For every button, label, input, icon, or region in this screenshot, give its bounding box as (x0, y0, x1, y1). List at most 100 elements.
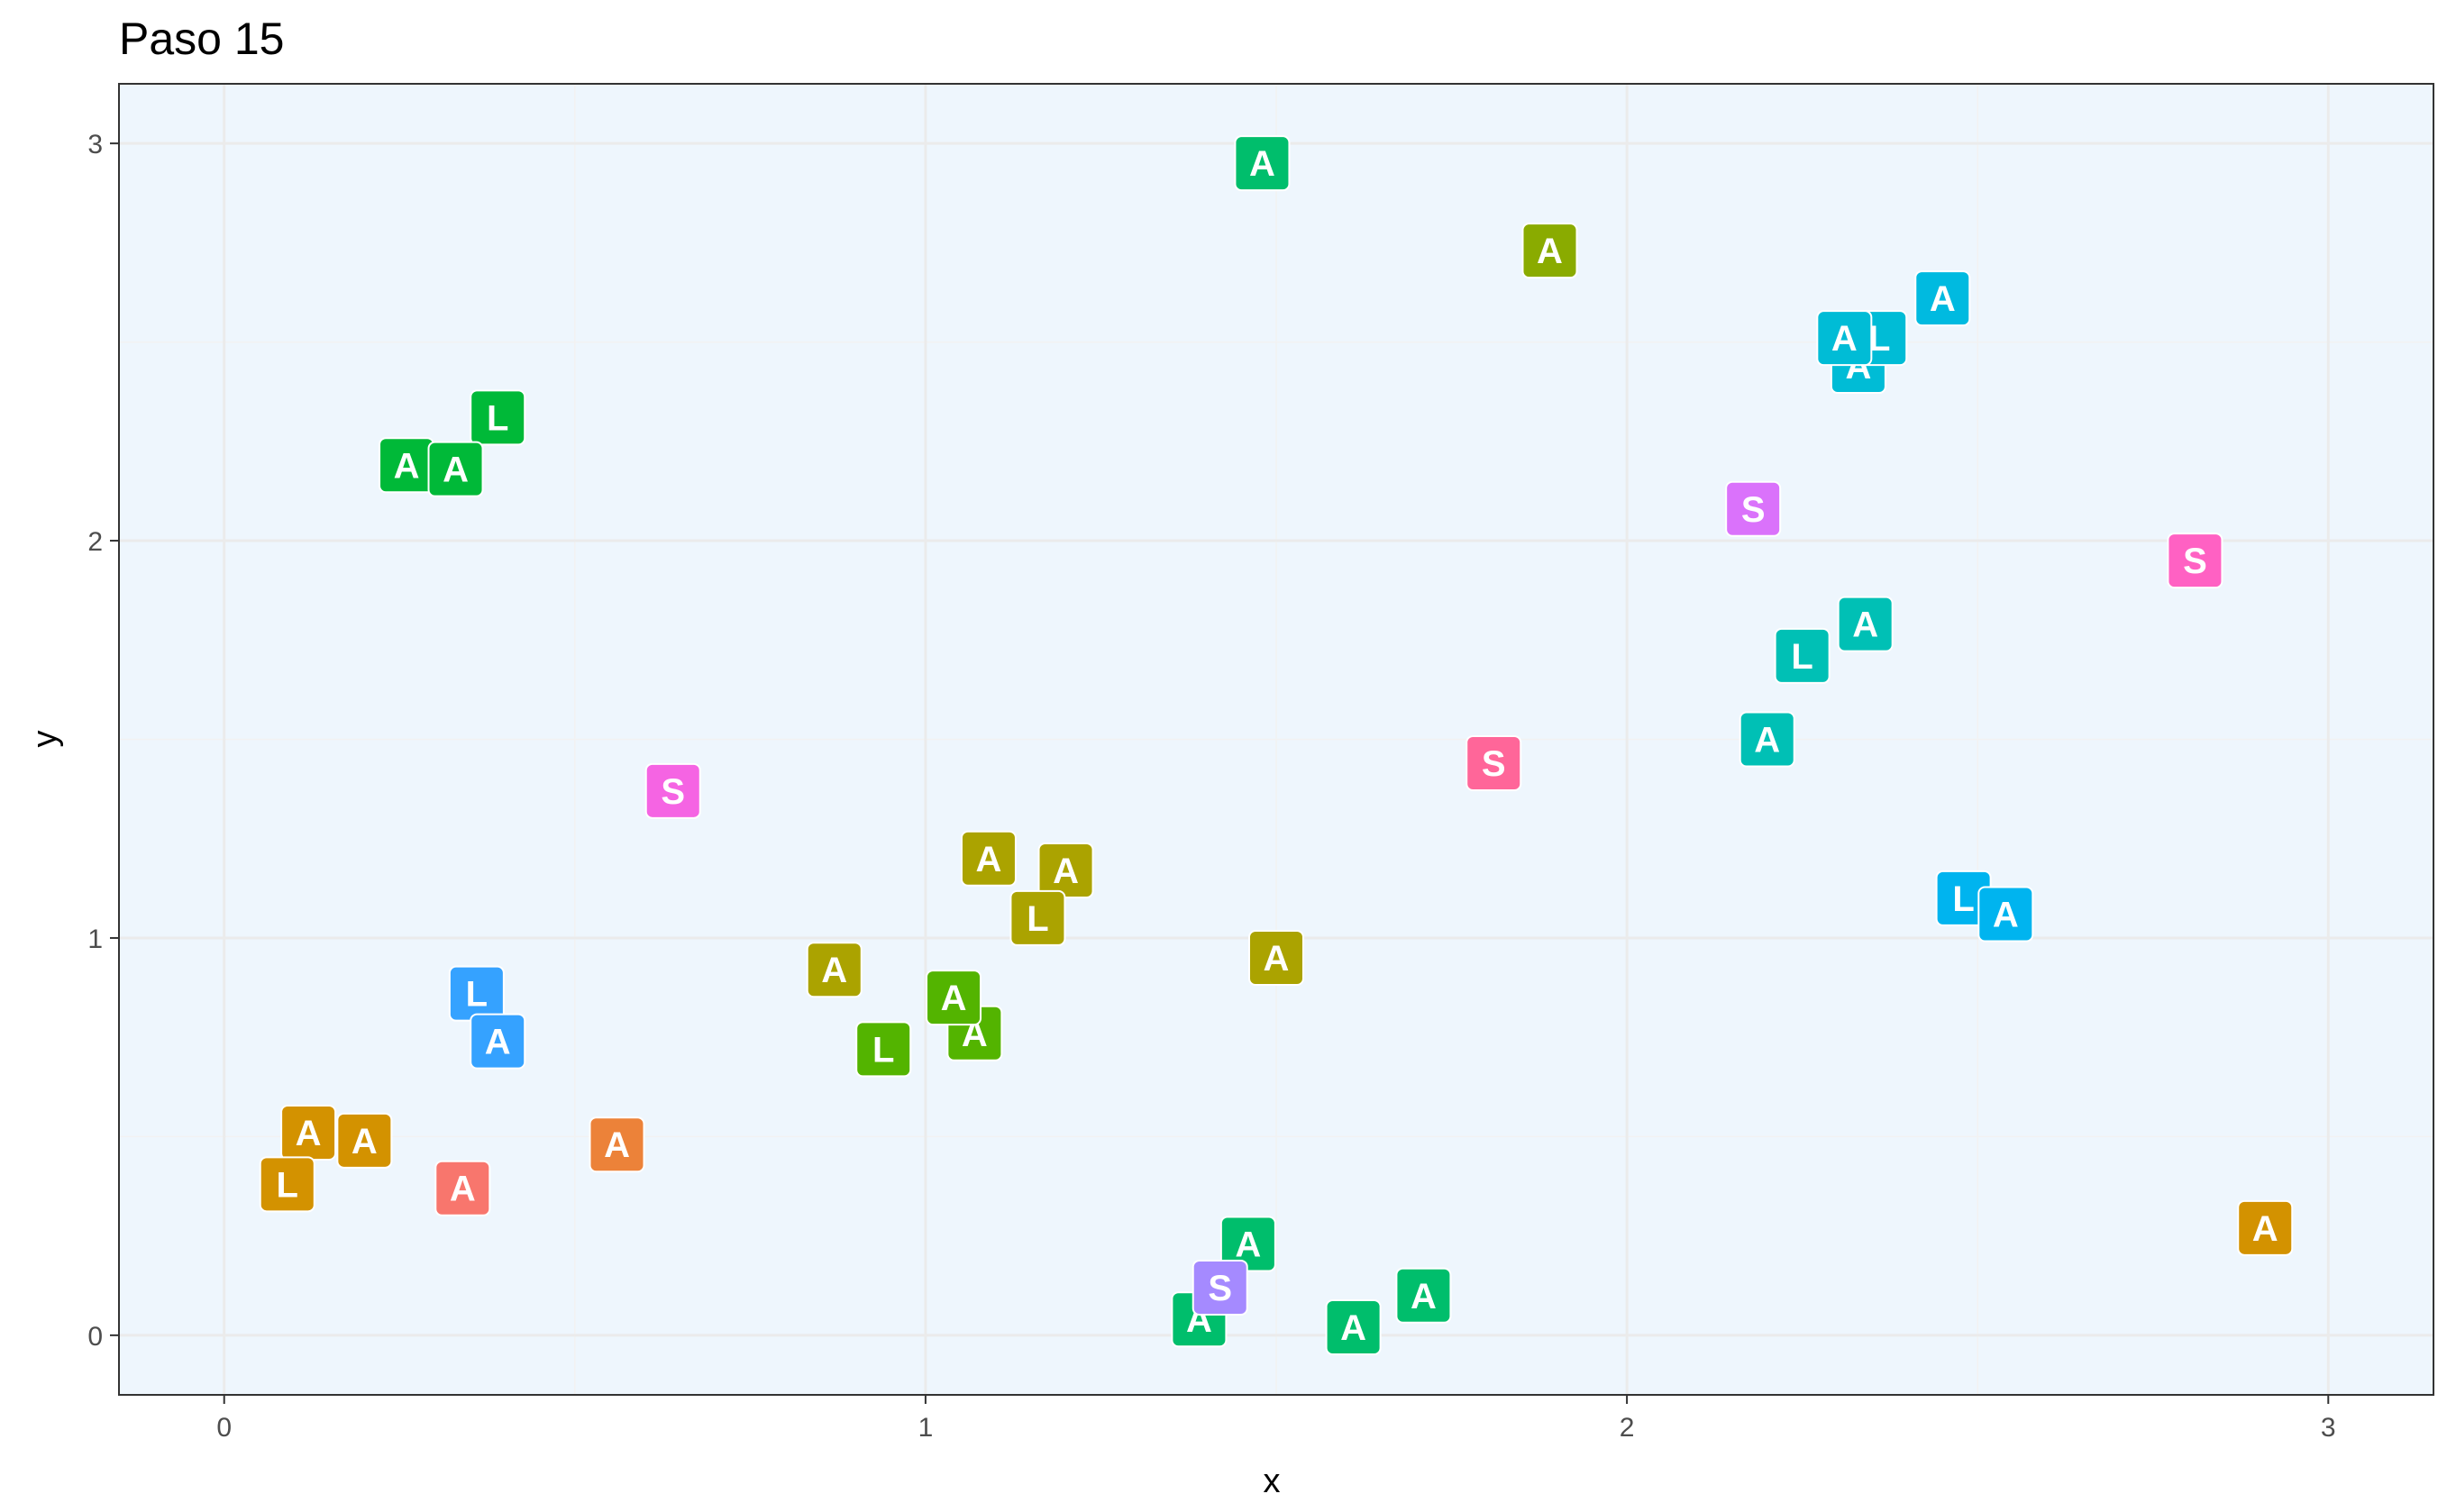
point-label-box (259, 1156, 315, 1213)
point-label: L (1774, 627, 1831, 684)
y-tick-label: 0 (87, 1322, 103, 1352)
point-label-text: A (1053, 852, 1079, 891)
panel-border (118, 83, 2434, 1396)
point-label-box (1739, 711, 1795, 768)
y-tick-label: 3 (87, 130, 103, 159)
point-label-text: A (1930, 279, 1956, 319)
point-label-box (1816, 310, 1873, 367)
point-label: A (427, 441, 484, 497)
point-label-box (2167, 533, 2223, 589)
point-label-text: A (604, 1125, 630, 1165)
point-label: A (1977, 886, 2034, 943)
x-axis-title: x (1264, 1462, 1281, 1500)
point-label: A (1037, 843, 1094, 898)
point-label: A (589, 1116, 645, 1173)
y-tick-label: 1 (87, 925, 103, 954)
point-label-text: A (1249, 144, 1275, 184)
point-label: S (2167, 533, 2223, 589)
point-label: A (1837, 596, 1894, 652)
point-label-box (470, 389, 526, 446)
y-axis-title: y (26, 731, 64, 748)
x-tick-label: 3 (2321, 1413, 2336, 1443)
point-label-text: S (1208, 1269, 1232, 1308)
point-label: A (1816, 310, 1873, 367)
point-label-box (1325, 1299, 1382, 1356)
point-label-box (1837, 596, 1894, 652)
point-label: A (1248, 930, 1304, 986)
point-label-box (1219, 1216, 1276, 1272)
point-label-box (1395, 1267, 1452, 1324)
x-axis-ticks: 0 1 2 3 (216, 1395, 2336, 1443)
point-label-box (427, 441, 484, 497)
point-label: A (379, 437, 435, 494)
point-label-text: A (296, 1114, 322, 1153)
point-label: L (470, 389, 526, 446)
point-label-text: A (394, 446, 420, 486)
point-label-box (1037, 843, 1094, 898)
point-label-text: A (2252, 1209, 2278, 1249)
point-label-box (1234, 135, 1291, 192)
point-label-text: L (1027, 899, 1048, 939)
point-label-text: A (1852, 606, 1878, 645)
y-axis-ticks: 0 1 2 3 (87, 130, 119, 1352)
point-label-box (336, 1112, 393, 1169)
point-label: S (1192, 1259, 1248, 1316)
point-label: L (855, 1021, 912, 1078)
point-label: A (470, 1013, 526, 1070)
point-label-text: A (443, 451, 469, 490)
point-label-box (1009, 889, 1066, 946)
point-label: A (2237, 1199, 2294, 1256)
point-label-box (1521, 223, 1578, 279)
point-label-text: A (450, 1170, 476, 1209)
point-label: S (1465, 734, 1522, 791)
point-label-text: A (1754, 721, 1780, 761)
point-label: L (1009, 889, 1066, 946)
point-label-text: L (1952, 879, 1974, 919)
point-label-box (1977, 886, 2034, 943)
point-label: A (434, 1160, 491, 1216)
point-label: L (448, 965, 505, 1022)
point-label-text: S (1482, 744, 1506, 784)
x-tick-label: 1 (918, 1413, 934, 1443)
y-tick-label: 2 (87, 527, 103, 557)
point-label: A (1739, 711, 1795, 768)
point-label-text: L (466, 975, 488, 1015)
point-label: S (1725, 480, 1782, 537)
chart-title: Paso 15 (119, 14, 284, 64)
point-label-text: A (976, 840, 1002, 879)
point-label-text: A (1993, 896, 2019, 935)
point-label-text: A (1264, 939, 1290, 979)
point-label: A (1521, 223, 1578, 279)
point-label: A (960, 830, 1017, 887)
point-label-box (1725, 480, 1782, 537)
point-label: L (259, 1156, 315, 1213)
point-label-box (1192, 1259, 1248, 1316)
point-label-box (589, 1116, 645, 1173)
point-label-box (926, 970, 982, 1026)
point-label-text: A (1831, 319, 1858, 359)
point-label-text: L (1791, 637, 1812, 677)
point-label-text: S (2183, 542, 2207, 581)
point-label-box (1774, 627, 1831, 684)
point-label: A (926, 970, 982, 1026)
point-label-box (470, 1013, 526, 1070)
point-label-text: A (821, 951, 847, 990)
point-label-box (2237, 1199, 2294, 1256)
point-label-text: A (1411, 1277, 1437, 1316)
point-label-box (644, 762, 701, 819)
point-label: A (1234, 135, 1291, 192)
point-label-box (1248, 930, 1304, 986)
point-label-box (806, 942, 863, 998)
point-label: A (1219, 1216, 1276, 1272)
point-label: A (1914, 270, 1971, 327)
point-label: A (336, 1112, 393, 1169)
x-tick-label: 2 (1620, 1413, 1635, 1443)
point-label-box (1914, 270, 1971, 327)
point-label-text: S (661, 772, 685, 812)
point-label-text: A (1235, 1225, 1261, 1264)
point-label-box (960, 830, 1017, 887)
point-label-box (1465, 734, 1522, 791)
point-label-text: L (277, 1165, 298, 1205)
